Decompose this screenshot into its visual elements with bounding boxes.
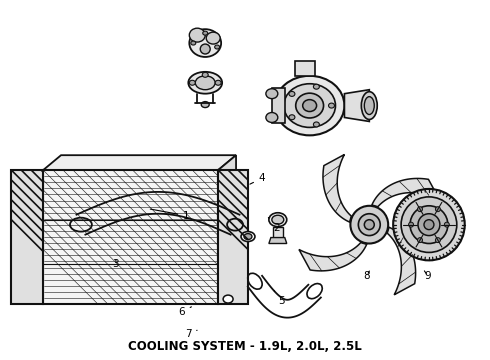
Ellipse shape xyxy=(269,213,287,227)
Ellipse shape xyxy=(365,96,374,114)
Polygon shape xyxy=(218,155,236,304)
Ellipse shape xyxy=(417,207,422,212)
Ellipse shape xyxy=(436,207,441,212)
Text: COOLING SYSTEM - 1.9L, 2.0L, 2.5L: COOLING SYSTEM - 1.9L, 2.0L, 2.5L xyxy=(128,340,362,353)
Polygon shape xyxy=(299,243,367,271)
Ellipse shape xyxy=(365,220,374,230)
Ellipse shape xyxy=(189,80,196,85)
Ellipse shape xyxy=(203,31,208,35)
Ellipse shape xyxy=(223,295,233,303)
Ellipse shape xyxy=(358,214,380,235)
Text: 4: 4 xyxy=(250,173,266,184)
Ellipse shape xyxy=(266,89,278,99)
Ellipse shape xyxy=(436,238,441,243)
Polygon shape xyxy=(43,170,218,304)
Polygon shape xyxy=(387,227,416,295)
Text: 8: 8 xyxy=(364,271,370,281)
Ellipse shape xyxy=(314,122,319,127)
Ellipse shape xyxy=(189,29,221,57)
Ellipse shape xyxy=(361,92,377,120)
Polygon shape xyxy=(218,170,248,304)
Ellipse shape xyxy=(289,115,295,120)
Polygon shape xyxy=(344,90,369,121)
Ellipse shape xyxy=(266,113,278,122)
Ellipse shape xyxy=(444,222,449,227)
Text: 1: 1 xyxy=(150,209,190,221)
Ellipse shape xyxy=(272,215,284,224)
Text: 2: 2 xyxy=(269,217,280,233)
Text: 3: 3 xyxy=(113,259,119,269)
Text: 5: 5 xyxy=(274,291,285,306)
Ellipse shape xyxy=(241,231,255,242)
Ellipse shape xyxy=(303,100,317,112)
Polygon shape xyxy=(272,88,285,123)
Text: 6: 6 xyxy=(178,307,192,317)
Ellipse shape xyxy=(215,45,220,49)
Ellipse shape xyxy=(409,222,414,227)
Ellipse shape xyxy=(289,91,295,96)
Ellipse shape xyxy=(215,80,221,85)
Ellipse shape xyxy=(200,44,210,54)
Ellipse shape xyxy=(417,238,422,243)
Ellipse shape xyxy=(201,102,209,108)
Ellipse shape xyxy=(188,72,222,94)
Ellipse shape xyxy=(191,41,196,45)
Ellipse shape xyxy=(350,206,388,243)
Ellipse shape xyxy=(284,84,336,127)
Ellipse shape xyxy=(418,214,440,235)
Ellipse shape xyxy=(401,197,457,252)
Ellipse shape xyxy=(196,76,215,90)
Ellipse shape xyxy=(410,206,448,243)
Ellipse shape xyxy=(202,72,208,77)
Polygon shape xyxy=(323,154,351,222)
Polygon shape xyxy=(273,227,283,238)
Text: 9: 9 xyxy=(424,271,431,281)
Polygon shape xyxy=(294,61,315,76)
Polygon shape xyxy=(11,170,43,304)
Polygon shape xyxy=(269,238,287,243)
Ellipse shape xyxy=(328,103,335,108)
Ellipse shape xyxy=(393,189,465,260)
Ellipse shape xyxy=(244,234,252,239)
Ellipse shape xyxy=(295,93,323,118)
Ellipse shape xyxy=(275,76,344,135)
Ellipse shape xyxy=(424,220,434,230)
Polygon shape xyxy=(372,179,440,207)
Ellipse shape xyxy=(314,84,319,89)
Polygon shape xyxy=(43,155,236,170)
Ellipse shape xyxy=(189,28,205,42)
Ellipse shape xyxy=(206,32,220,44)
Text: 7: 7 xyxy=(185,329,197,339)
